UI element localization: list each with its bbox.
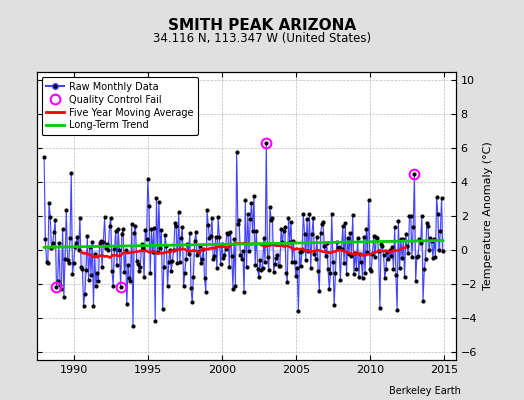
Text: 34.116 N, 113.347 W (United States): 34.116 N, 113.347 W (United States): [153, 32, 371, 45]
Legend: Raw Monthly Data, Quality Control Fail, Five Year Moving Average, Long-Term Tren: Raw Monthly Data, Quality Control Fail, …: [41, 77, 198, 135]
Text: SMITH PEAK ARIZONA: SMITH PEAK ARIZONA: [168, 18, 356, 33]
Text: Berkeley Earth: Berkeley Earth: [389, 386, 461, 396]
Y-axis label: Temperature Anomaly (°C): Temperature Anomaly (°C): [483, 142, 493, 290]
